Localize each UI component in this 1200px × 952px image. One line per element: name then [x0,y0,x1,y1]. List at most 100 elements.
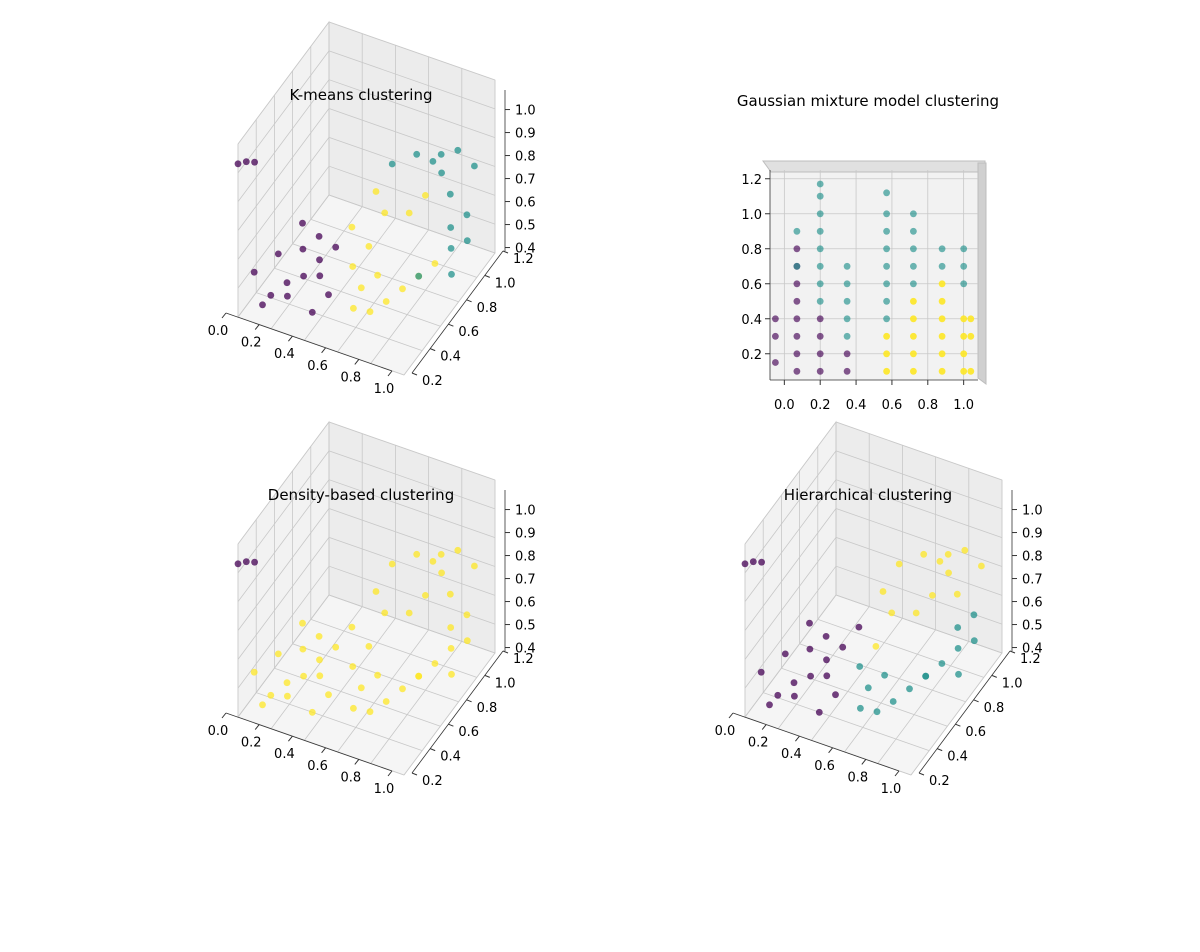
scatter-point-cluster-2 [405,209,413,217]
kmeans-panel: 0.00.20.40.60.81.00.20.40.60.81.01.20.40… [208,20,536,397]
y-tick-mark [502,650,509,654]
y-tick-label: 0.2 [741,348,762,363]
scatter-point-cluster-1 [463,237,471,245]
scatter-point-cluster-0 [749,558,757,566]
scatter-point-cluster-0 [259,301,266,309]
y-tick-mark [448,723,454,727]
scatter-point-cluster-2 [372,188,380,195]
scatter-point-cluster-2 [910,297,917,305]
scatter-point-cluster-2 [463,637,471,645]
scatter-point-cluster-1 [816,227,824,235]
scatter-point-cluster-2 [325,691,332,699]
scatter-point-cluster-1 [793,262,801,270]
scatter-point-cluster-0 [816,367,824,375]
x-tick-label: 0.8 [847,770,868,785]
scatter-point-cluster-1 [857,704,864,712]
z-tick-label: 1.0 [515,104,536,119]
scatter-point-cluster-1 [883,245,890,253]
y-tick-label: 1.0 [495,676,516,691]
scatter-point-cluster-2 [413,550,421,558]
scatter-point-cluster-1 [954,645,962,652]
scatter-point-cluster-1 [793,227,801,235]
x-tick-mark [894,770,900,777]
scatter-point-cluster-2 [883,332,890,340]
x-tick-mark [387,770,393,777]
grid-line-z [237,450,496,574]
scatter-point-cluster-1 [955,670,962,678]
y-tick-mark [484,274,490,278]
scatter-point-cluster-2 [910,367,917,375]
scatter-point-cluster-0 [822,633,830,640]
scatter-point-cluster-0 [793,350,801,358]
scatter-point-cluster-1 [816,192,824,200]
scatter-point-cluster-2 [454,546,462,554]
scatter-point-cluster-1 [816,245,824,253]
scatter-point-cluster-1 [922,672,930,680]
y-tick-label: 0.6 [965,725,986,740]
scatter-point-cluster-2 [895,560,903,568]
x-tick-mark [288,735,293,742]
y-tick-mark [466,699,472,703]
scatter-point-cluster-2 [912,609,920,617]
x-tick-label: 0.4 [781,747,802,762]
x-tick-label: 1.0 [881,782,902,797]
scatter-point-cluster-1 [843,297,851,305]
scatter-point-cluster-0 [308,308,316,316]
y-tick-mark [937,748,943,752]
grid-lines [237,421,496,776]
scatter-point-cluster-2 [374,671,381,679]
scatter-points [772,180,975,375]
z-tick-label: 0.7 [1022,573,1043,588]
scatter-points [234,546,478,716]
scatter-point-cluster-2 [910,332,917,340]
y-tick-label: 1.0 [741,208,762,223]
scatter-point-cluster-2 [299,619,306,627]
x-tick-label: 0.0 [208,724,229,739]
x-tick-label: 0.0 [208,324,229,339]
y-tick-mark [466,299,472,303]
y-tick-mark [484,674,490,678]
x-tick-mark [221,712,227,719]
scatter-point-cluster-1 [856,663,864,670]
scatter-point-cluster-2 [316,656,323,664]
scatter-point-cluster-2 [431,660,439,667]
edge-pane-right [977,162,987,385]
y-tick-label: 0.2 [422,774,443,789]
scatter-point-cluster-2 [944,551,952,558]
scatter-point-cluster-1 [938,660,946,667]
scatter-point-cluster-0 [316,256,323,264]
z-tick-label: 0.5 [515,619,536,634]
x-axis-line [225,312,393,372]
y-tick-label: 0.4 [440,350,461,365]
grid-line-z [237,194,496,318]
scatter-point-cluster-0 [790,679,798,687]
scatter-point-cluster-1 [463,211,471,219]
scatter-point-cluster-0 [234,560,242,568]
x-tick-label: 0.8 [340,370,361,385]
y-axis-line [411,250,504,374]
plot-pane [770,170,978,380]
scatter-point-cluster-0 [267,291,275,299]
scatter-point-cluster-1 [910,227,917,235]
scatter-point-cluster-2 [381,209,389,217]
scatter-point-cluster-2 [929,592,936,599]
scatter-point-cluster-1 [843,332,851,340]
z-tick-label: 0.6 [515,596,536,611]
scatter-point-cluster-1 [970,611,978,619]
x-tick-mark [221,312,227,319]
chart-title: K-means clustering [289,86,432,104]
x-tick-mark [321,747,326,754]
y-tick-label: 1.2 [513,252,534,267]
scatter-point-cluster-0 [793,315,801,323]
scatter-point-cluster-0 [843,350,851,358]
x-tick-mark [387,370,393,377]
x-tick-label: 0.4 [846,398,867,413]
scatter-point-cluster-2 [366,308,374,316]
z-tick-label: 0.6 [515,196,536,211]
scatter-point-cluster-0 [774,691,782,699]
y-tick-label: 0.6 [741,278,762,293]
scatter-point-cluster-2 [938,297,946,305]
scatter-point-cluster-1 [960,245,968,253]
x-tick-mark [254,324,260,330]
scatter-point-cluster-0 [251,158,258,166]
